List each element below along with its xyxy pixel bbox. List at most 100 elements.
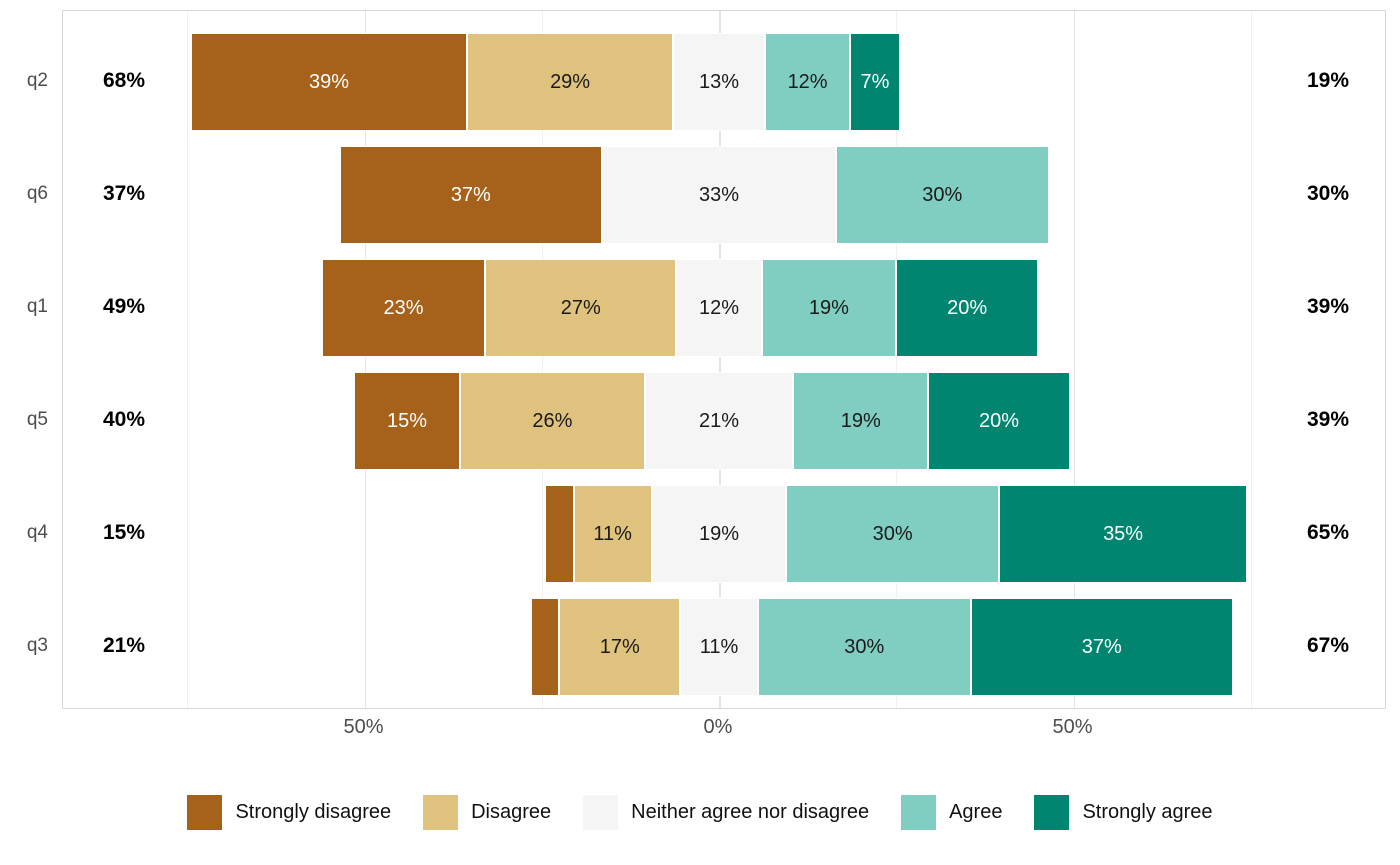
bar-segment-strongly-agree: 7% — [850, 33, 900, 131]
disagree-swatch — [423, 794, 459, 830]
bar-segment-agree: 19% — [793, 372, 929, 470]
bar-segment-neither-agree-nor-disagree: 19% — [651, 485, 787, 583]
segment-value-label: 17% — [599, 635, 640, 658]
legend-label: Neither agree nor disagree — [631, 800, 870, 823]
bar-segment-strongly-disagree: 39% — [190, 33, 468, 131]
bar-row-q2: 39% 29% 13% 12% 7% — [190, 33, 900, 131]
x-tick-label: 50% — [343, 716, 384, 738]
segment-value-label: 7% — [860, 70, 890, 93]
bar-segment-strongly-agree: 20% — [928, 372, 1070, 470]
segment-value-label: 27% — [560, 296, 601, 319]
segment-value-label: 20% — [978, 409, 1020, 432]
bar-segment-agree: 30% — [786, 485, 1000, 583]
legend-item-disagree: Disagree — [423, 794, 552, 830]
x-tick-label: 0% — [703, 716, 733, 738]
bar-segment-neither-agree-nor-disagree: 11% — [679, 598, 758, 696]
strongly-agree-swatch — [1034, 794, 1070, 830]
legend-item-strongly-agree: Strongly agree — [1034, 794, 1213, 830]
right-total-q6: 30% — [1306, 182, 1350, 205]
bar-segment-disagree: 26% — [460, 372, 645, 470]
strongly-disagree-swatch — [187, 794, 223, 830]
segment-value-label: 13% — [698, 70, 739, 93]
bar-segment-agree: 19% — [761, 259, 897, 357]
bar-segment-strongly-agree: 37% — [970, 598, 1233, 696]
segment-value-label: 30% — [872, 522, 913, 545]
left-total-q3: 21% — [102, 634, 146, 657]
row-label-q6: q6 — [26, 183, 48, 204]
legend-item-strongly-disagree: Strongly disagree — [187, 794, 392, 830]
x-tick-label: 50% — [1052, 716, 1093, 738]
segment-value-label: 35% — [1103, 522, 1144, 545]
bar-segment-neither-agree-nor-disagree: 13% — [672, 33, 766, 131]
bar-segment-neither-agree-nor-disagree: 12% — [676, 259, 762, 357]
segment-value-label: 20% — [947, 296, 988, 319]
segment-value-label: 33% — [698, 183, 739, 206]
bar-segment-agree: 30% — [835, 146, 1049, 244]
gridline-minor — [896, 11, 898, 708]
segment-value-label: 21% — [698, 409, 739, 432]
gridline-minor — [187, 11, 189, 708]
right-total-q3: 67% — [1306, 634, 1350, 657]
left-total-q2: 68% — [102, 69, 146, 92]
segment-value-label: 12% — [787, 70, 828, 93]
row-label-q4: q4 — [26, 522, 48, 543]
legend-label: Strongly disagree — [235, 800, 392, 823]
left-total-q1: 49% — [102, 295, 146, 318]
segment-value-label: 30% — [844, 635, 885, 658]
bar-segment-agree: 12% — [765, 33, 851, 131]
bar-segment-strongly-agree: 35% — [999, 485, 1248, 583]
bar-segment-strongly-disagree — [531, 598, 560, 696]
segment-value-label: 19% — [698, 522, 739, 545]
left-total-q5: 40% — [102, 408, 146, 431]
segment-value-label: 12% — [698, 296, 739, 319]
right-total-q2: 19% — [1306, 69, 1350, 92]
segment-value-label: 23% — [383, 296, 424, 319]
segment-value-label: 37% — [1081, 635, 1122, 658]
bar-row-q5: 15% 26% 21% 19% 20% — [353, 372, 1070, 470]
segment-value-label: 29% — [550, 70, 591, 93]
neither-agree-nor-disagree-swatch — [583, 794, 619, 830]
left-total-q4: 15% — [102, 521, 146, 544]
bar-segment-disagree: 29% — [467, 33, 673, 131]
gridline-major — [364, 11, 366, 708]
legend: Strongly disagree Disagree Neither agree n… — [0, 786, 1400, 838]
right-total-q5: 39% — [1306, 408, 1350, 431]
agree-swatch — [901, 794, 937, 830]
bar-segment-strongly-disagree: 23% — [321, 259, 486, 357]
bar-row-q4: 11% 19% 30% 35% — [545, 485, 1248, 583]
bar-segment-strongly-disagree — [545, 485, 574, 583]
bar-row-q1: 23% 27% 12% 19% 20% — [321, 259, 1039, 357]
bar-segment-strongly-disagree: 15% — [353, 372, 461, 470]
row-label-q3: q3 — [26, 635, 48, 656]
left-total-q6: 37% — [102, 182, 146, 205]
segment-value-label: 19% — [808, 296, 849, 319]
segment-value-label: 19% — [840, 409, 881, 432]
legend-item-neither-agree-nor-disagree: Neither agree nor disagree — [583, 794, 870, 830]
segment-value-label: 39% — [309, 70, 350, 93]
legend-label: Strongly agree — [1082, 800, 1213, 823]
gridline-minor — [541, 11, 543, 708]
right-total-q4: 65% — [1306, 521, 1350, 544]
bar-segment-disagree: 11% — [573, 485, 652, 583]
plot-panel: 39% 29% 13% 12% 7% 37% 33% 30% 23% 27% 12% 19% 20% 15… — [62, 10, 1386, 709]
gridline-major — [719, 11, 721, 708]
segment-value-label: 11% — [699, 635, 739, 658]
legend-item-agree: Agree — [901, 794, 1002, 830]
bar-segment-neither-agree-nor-disagree: 21% — [644, 372, 794, 470]
bar-segment-agree: 30% — [757, 598, 971, 696]
bar-row-q6: 37% 33% 30% — [339, 146, 1049, 244]
bar-row-q3: 17% 11% 30% 37% — [531, 598, 1233, 696]
legend-label: Disagree — [471, 800, 552, 823]
gridline-minor — [1250, 11, 1252, 708]
row-label-q5: q5 — [26, 409, 48, 430]
right-total-q1: 39% — [1306, 295, 1350, 318]
segment-value-label: 37% — [450, 183, 491, 206]
segment-value-label: 30% — [922, 183, 963, 206]
segment-value-label: 26% — [532, 409, 573, 432]
bar-segment-strongly-disagree: 37% — [339, 146, 602, 244]
bar-segment-neither-agree-nor-disagree: 33% — [602, 146, 836, 244]
bar-segment-strongly-agree: 20% — [896, 259, 1039, 357]
segment-value-label: 15% — [387, 409, 428, 432]
gridline-major — [1073, 11, 1075, 708]
